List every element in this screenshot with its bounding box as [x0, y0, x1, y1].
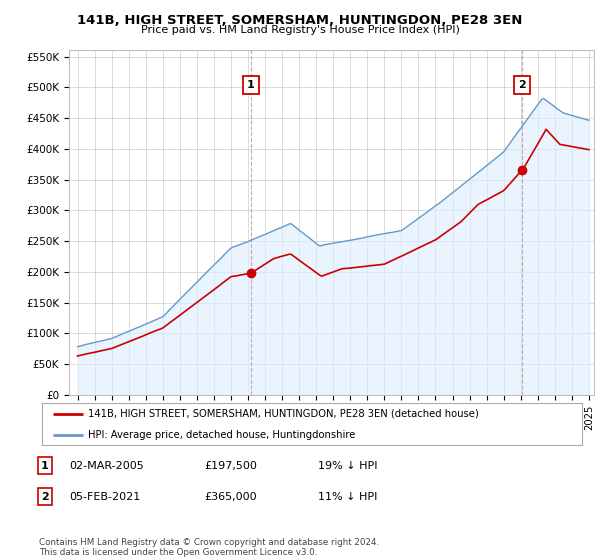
Text: 1: 1: [247, 80, 255, 90]
Text: 2: 2: [41, 492, 49, 502]
Text: 02-MAR-2005: 02-MAR-2005: [69, 461, 144, 471]
Text: £197,500: £197,500: [204, 461, 257, 471]
Text: 1: 1: [41, 461, 49, 471]
Text: HPI: Average price, detached house, Huntingdonshire: HPI: Average price, detached house, Hunt…: [88, 430, 355, 440]
Text: 141B, HIGH STREET, SOMERSHAM, HUNTINGDON, PE28 3EN (detached house): 141B, HIGH STREET, SOMERSHAM, HUNTINGDON…: [88, 409, 479, 419]
Text: 05-FEB-2021: 05-FEB-2021: [69, 492, 140, 502]
Text: 19% ↓ HPI: 19% ↓ HPI: [318, 461, 377, 471]
Text: 141B, HIGH STREET, SOMERSHAM, HUNTINGDON, PE28 3EN: 141B, HIGH STREET, SOMERSHAM, HUNTINGDON…: [77, 14, 523, 27]
Text: £365,000: £365,000: [204, 492, 257, 502]
Text: Price paid vs. HM Land Registry's House Price Index (HPI): Price paid vs. HM Land Registry's House …: [140, 25, 460, 35]
Text: 11% ↓ HPI: 11% ↓ HPI: [318, 492, 377, 502]
Text: Contains HM Land Registry data © Crown copyright and database right 2024.
This d: Contains HM Land Registry data © Crown c…: [39, 538, 379, 557]
Text: 2: 2: [518, 80, 526, 90]
